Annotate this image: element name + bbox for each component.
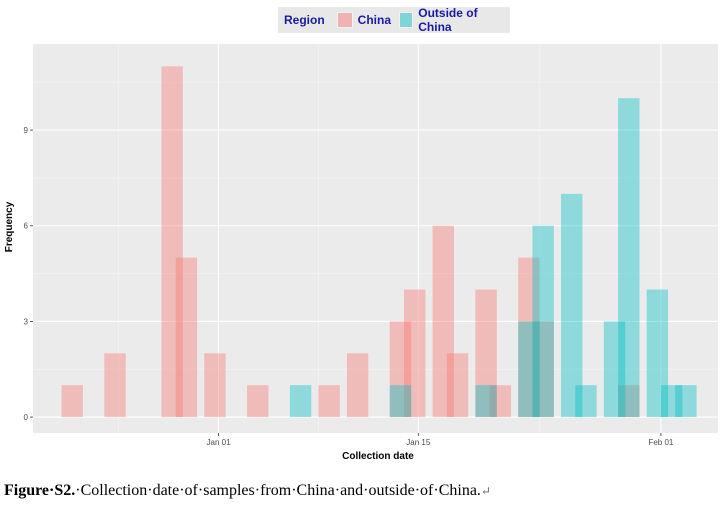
- bar-china: [389, 321, 412, 418]
- grid-lines: [33, 44, 718, 433]
- bar-china: [518, 257, 540, 418]
- x-tick-label: Jan 15: [406, 438, 431, 447]
- bar-china: [175, 257, 198, 418]
- x-tick-label: Jan 01: [207, 438, 232, 447]
- bar-china: [204, 353, 226, 418]
- bar-outside-china: [618, 98, 640, 418]
- y-tick-label: 6: [24, 222, 29, 231]
- bar-outside-china: [289, 385, 312, 418]
- bar-outside-china: [646, 289, 669, 418]
- bar-china: [475, 289, 497, 418]
- bar-china: [247, 385, 269, 418]
- bar-outside-china: [389, 385, 412, 418]
- bar-china: [104, 353, 126, 418]
- bar-china: [432, 225, 454, 418]
- x-axis-title: Collection date: [342, 451, 414, 462]
- axes: 0 3 6 9 Jan 01 Jan 15 Feb 01: [24, 126, 674, 447]
- bar-china: [489, 385, 512, 418]
- bar-china: [318, 385, 340, 418]
- histogram-figure: 0 3 6 9 Jan 01 Jan 15 Feb 01 Collection date F…: [4, 6, 718, 462]
- legend: Region China Outside of China: [278, 6, 510, 34]
- y-tick-label: 3: [24, 317, 29, 326]
- legend-title: Region: [284, 13, 325, 27]
- legend-swatch-outside-china: [399, 12, 414, 28]
- bar-china: [532, 321, 554, 418]
- bar-china: [446, 353, 469, 418]
- bar-china: [618, 385, 640, 418]
- bar-outside-china: [675, 385, 697, 418]
- legend-swatch-china: [336, 12, 353, 28]
- bar-china: [404, 289, 426, 418]
- plot-panel: [33, 44, 718, 433]
- bar-china: [161, 66, 183, 418]
- bar-outside-china: [603, 321, 626, 418]
- bar-outside-china: [575, 385, 597, 418]
- paragraph-mark: ↵: [480, 484, 491, 498]
- y-tick-label: 9: [24, 126, 29, 135]
- bar-china: [346, 353, 369, 418]
- legend-item-china: China: [336, 12, 392, 28]
- legend-item-outside-china: Outside of China: [399, 6, 502, 34]
- figure-caption: Figure·S2.·Collection·date·of·samples·fr…: [4, 482, 491, 500]
- y-tick-label: 0: [24, 413, 29, 422]
- caption-text: ·Collection·date·of·samples·from·China·a…: [75, 482, 481, 499]
- bar-outside-china: [532, 225, 554, 418]
- bar-china: [61, 385, 83, 418]
- y-axis-title: Frequency: [4, 201, 15, 252]
- histogram-bars: [61, 66, 697, 418]
- bar-outside-china: [561, 193, 583, 418]
- caption-label: Figure·S2.: [4, 482, 76, 499]
- bar-outside-china: [660, 385, 683, 418]
- legend-label-china: China: [357, 13, 392, 27]
- legend-label-outside-china: Outside of China: [418, 6, 478, 34]
- bar-outside-china: [475, 385, 497, 418]
- histogram-chart: 0 3 6 9 Jan 01 Jan 15 Feb 01 Collection date F…: [4, 44, 718, 462]
- bar-outside-china: [518, 321, 540, 418]
- x-tick-label: Feb 01: [648, 438, 673, 447]
